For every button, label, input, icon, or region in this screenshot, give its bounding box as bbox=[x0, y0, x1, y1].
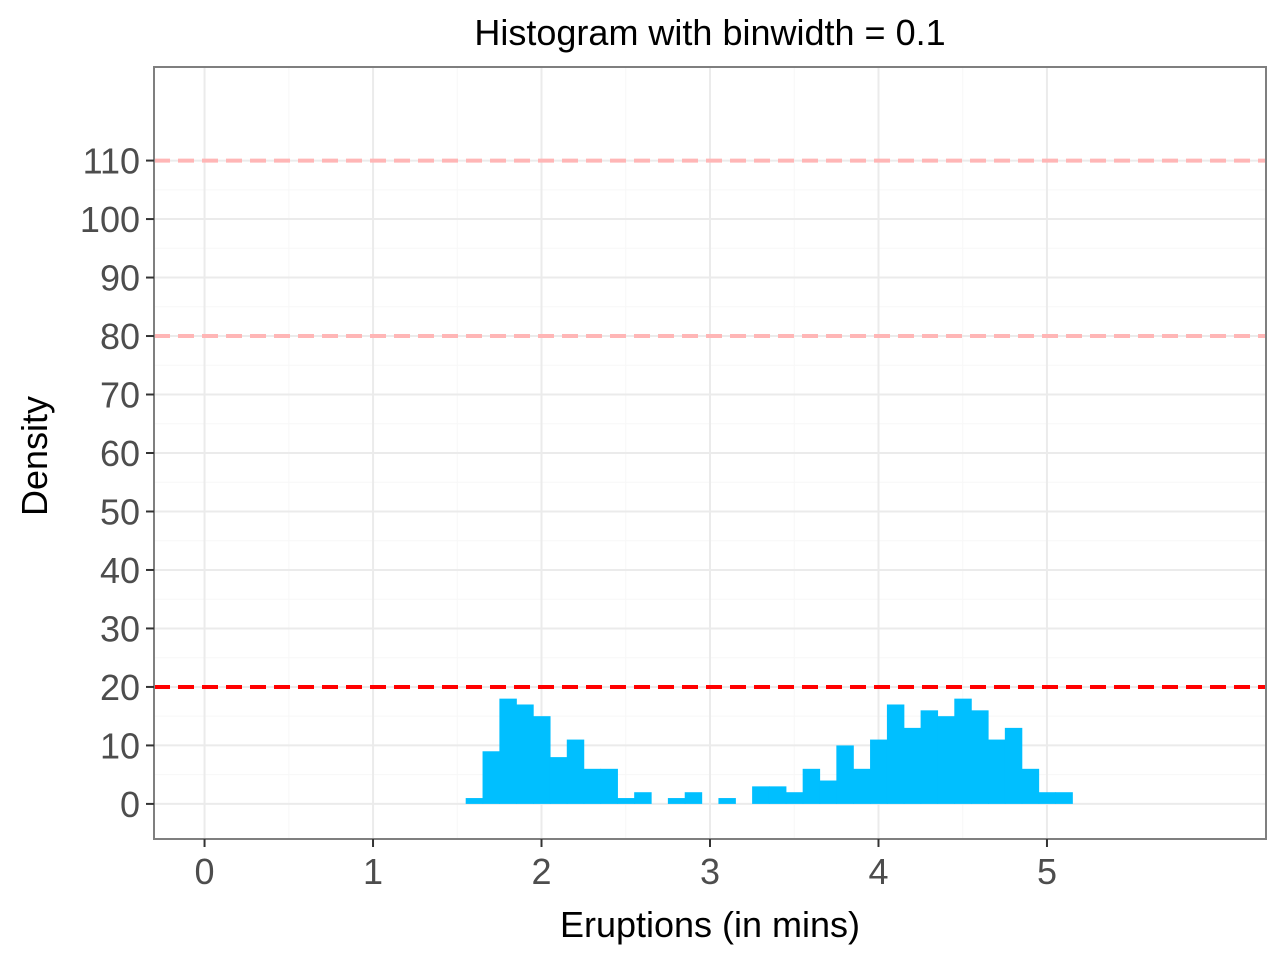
y-tick-label: 110 bbox=[83, 141, 140, 182]
histogram-bars bbox=[465, 698, 1073, 804]
histogram-bar bbox=[482, 751, 500, 804]
histogram-bar bbox=[718, 798, 736, 804]
histogram-bar bbox=[971, 710, 989, 804]
histogram-bar bbox=[533, 716, 551, 804]
histogram-bar bbox=[870, 739, 888, 804]
histogram-bar bbox=[465, 798, 484, 804]
histogram-bar bbox=[768, 786, 787, 804]
y-axis-ticks: 0 10 20 30 40 50 60 70 80 90 100 110 bbox=[80, 141, 154, 825]
chart-title: Histogram with binwidth = 0.1 bbox=[474, 12, 945, 53]
histogram-bar bbox=[617, 798, 635, 804]
histogram-bar bbox=[566, 739, 585, 804]
histogram-bar bbox=[937, 716, 955, 804]
x-axis-title: Eruptions (in mins) bbox=[560, 904, 860, 945]
y-tick-label: 50 bbox=[100, 491, 140, 532]
histogram-bar bbox=[886, 704, 905, 804]
y-tick-label: 10 bbox=[100, 725, 140, 766]
histogram-bar bbox=[1004, 727, 1023, 804]
histogram-bar bbox=[516, 704, 534, 804]
x-axis-ticks: 0 1 2 3 4 5 bbox=[195, 839, 1057, 892]
y-tick-label: 60 bbox=[100, 433, 140, 474]
histogram-bar bbox=[954, 698, 972, 804]
y-tick-label: 40 bbox=[100, 550, 140, 591]
histogram-bar bbox=[684, 792, 703, 804]
histogram-bar bbox=[1038, 792, 1056, 804]
y-tick-label: 0 bbox=[120, 784, 140, 825]
y-tick-label: 70 bbox=[100, 375, 140, 416]
y-tick-label: 100 bbox=[80, 199, 140, 240]
major-gridlines bbox=[154, 67, 1266, 839]
reference-lines bbox=[154, 158, 1266, 689]
histogram-bar bbox=[802, 768, 821, 804]
histogram-bar bbox=[667, 798, 686, 804]
histogram-bar bbox=[583, 768, 602, 804]
y-tick-label: 20 bbox=[100, 667, 140, 708]
y-axis-title: Density bbox=[14, 396, 55, 516]
y-tick-label: 30 bbox=[100, 608, 140, 649]
histogram-bar bbox=[634, 792, 652, 804]
histogram-bar bbox=[549, 757, 568, 804]
y-tick-label: 90 bbox=[100, 258, 140, 299]
histogram-bar bbox=[988, 739, 1006, 804]
histogram-bar bbox=[903, 727, 922, 804]
histogram-bar bbox=[1021, 768, 1040, 804]
histogram-bar bbox=[499, 698, 517, 804]
histogram-bar bbox=[600, 768, 618, 804]
x-tick-label: 2 bbox=[531, 851, 551, 892]
x-tick-label: 0 bbox=[195, 851, 215, 892]
histogram-bar bbox=[920, 710, 939, 804]
y-tick-label: 80 bbox=[100, 316, 140, 357]
histogram-bar bbox=[853, 768, 871, 804]
x-tick-label: 4 bbox=[868, 851, 888, 892]
histogram-bar bbox=[1055, 792, 1073, 804]
x-tick-label: 5 bbox=[1037, 851, 1057, 892]
histogram-bar bbox=[785, 792, 804, 804]
histogram-bar bbox=[819, 780, 837, 804]
histogram-bar bbox=[836, 745, 854, 804]
x-tick-label: 1 bbox=[363, 851, 383, 892]
histogram-bar bbox=[752, 786, 770, 804]
x-tick-label: 3 bbox=[700, 851, 720, 892]
